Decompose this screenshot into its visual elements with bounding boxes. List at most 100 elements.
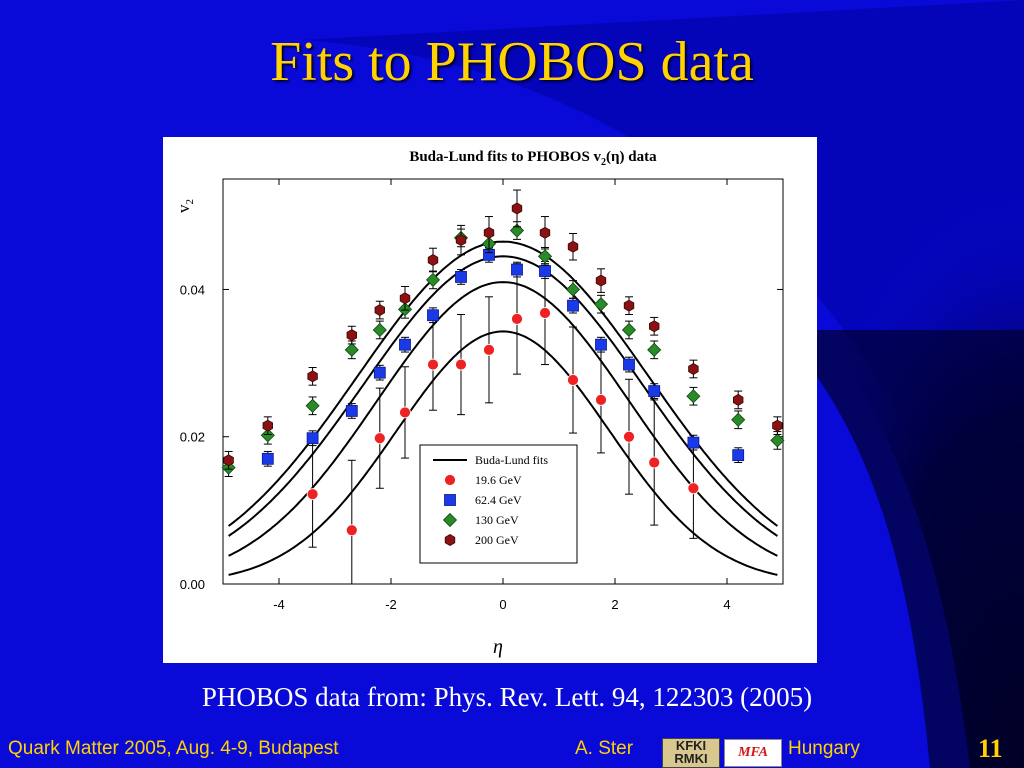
mfa-logo: MFA	[724, 739, 782, 767]
data-point	[373, 366, 386, 379]
y-tick-label: 0.00	[180, 577, 205, 592]
data-point	[770, 433, 785, 448]
y-axis-label-main: v	[174, 204, 193, 213]
data-point	[511, 263, 523, 276]
data-point	[455, 234, 467, 247]
y-tick-label: 0.04	[180, 282, 205, 297]
chart-title-sub: 2	[601, 157, 606, 168]
data-point	[483, 343, 495, 356]
data-point	[373, 432, 386, 445]
data-point	[648, 385, 661, 397]
v2-eta-chart: Buda-Lund fits to PHOBOS v2(η) data v2 η…	[174, 149, 785, 658]
data-point	[687, 482, 700, 495]
data-point	[567, 299, 579, 312]
x-tick-label: -4	[273, 597, 285, 612]
fit-curve	[228, 330, 778, 576]
data-point	[511, 202, 523, 215]
data-point	[511, 313, 523, 325]
legend-label: 130 GeV	[475, 513, 519, 527]
data-point	[262, 419, 273, 432]
chart-title: Buda-Lund fits to PHOBOS v2(η) data	[409, 149, 657, 168]
data-point	[567, 240, 579, 253]
legend-marker	[444, 494, 456, 506]
data-point	[539, 226, 551, 239]
data-point	[261, 452, 274, 465]
fit-curve	[228, 255, 778, 537]
data-point	[223, 454, 234, 467]
data-point	[455, 358, 467, 371]
data-point	[647, 342, 662, 357]
data-point	[305, 398, 320, 413]
data-point	[567, 374, 579, 386]
data-point	[593, 297, 609, 312]
data-point	[427, 358, 439, 371]
x-tick-label: 0	[499, 597, 506, 612]
data-point	[648, 456, 661, 469]
footer-author: A. Ster	[575, 738, 634, 759]
y-tick-label: 0.02	[180, 430, 205, 445]
x-tick-label: 4	[723, 597, 730, 612]
data-point	[688, 363, 699, 375]
data-point	[345, 405, 358, 417]
data-point	[425, 272, 441, 287]
y-axis-label: v2	[174, 199, 196, 213]
data-point	[345, 524, 358, 537]
kfki-rmki-logo: KFKI RMKI	[662, 738, 720, 768]
data-point	[306, 488, 319, 501]
citation-text: PHOBOS data from: Phys. Rev. Lett. 94, 1…	[201, 682, 813, 712]
data-point	[687, 436, 700, 449]
data-point	[307, 370, 318, 383]
data-point	[399, 338, 411, 351]
chart-title-suffix: (η) data	[606, 149, 657, 165]
data-point	[595, 394, 607, 406]
data-point	[623, 430, 635, 443]
fit-curves	[227, 240, 779, 576]
data-point	[539, 265, 551, 277]
y-axis-label-sub: 2	[184, 199, 196, 205]
legend-marker	[444, 534, 456, 546]
chart-title-prefix: Buda-Lund fits to PHOBOS v	[409, 149, 601, 165]
legend-label: 62.4 GeV	[475, 493, 522, 507]
data-point	[595, 274, 607, 287]
data-point	[483, 226, 495, 239]
legend-label: 200 GeV	[475, 533, 519, 547]
legend-marker	[444, 474, 456, 486]
legend: Buda-Lund fits 19.6 GeV 62.4 GeV 130 GeV 200…	[419, 444, 578, 564]
data-point	[772, 419, 783, 432]
slide-number: 11	[978, 734, 1003, 763]
fit-curve	[227, 240, 779, 527]
legend-label: Buda-Lund fits	[475, 453, 548, 467]
data-point	[260, 428, 275, 443]
data-point	[372, 322, 387, 338]
fit-curve	[228, 281, 778, 557]
data-point	[399, 406, 411, 419]
footer-country: Hungary	[788, 738, 860, 759]
data-point	[346, 329, 358, 342]
data-point	[731, 412, 746, 427]
x-axis-label: η	[493, 636, 503, 658]
data-point	[427, 254, 439, 266]
data-point	[565, 282, 581, 297]
legend-marker	[442, 512, 458, 528]
footer-conference: Quark Matter 2005, Aug. 4-9, Budapest	[8, 738, 339, 759]
data-point	[595, 338, 607, 351]
data-point	[344, 342, 359, 357]
legend-label: 19.6 GeV	[475, 473, 522, 487]
svg-text:v2: v2	[174, 199, 196, 213]
data-point	[732, 449, 745, 462]
data-point	[648, 320, 660, 333]
data-point	[539, 307, 551, 319]
data-point	[455, 271, 467, 283]
data-points	[221, 189, 785, 584]
data-point	[623, 358, 635, 371]
x-tick-label: 2	[611, 597, 618, 612]
chart-panel: Buda-Lund fits to PHOBOS v2(η) data v2 η…	[163, 137, 817, 663]
x-tick-label: -2	[385, 597, 397, 612]
data-point	[537, 249, 553, 264]
data-point	[374, 304, 386, 317]
data-point	[399, 292, 411, 305]
data-point	[686, 389, 701, 404]
slide-title: Fits to PHOBOS data	[270, 31, 754, 93]
data-point	[621, 322, 637, 338]
